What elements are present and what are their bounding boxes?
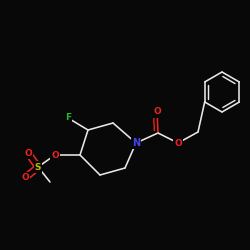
Text: S: S [35, 162, 41, 172]
Text: O: O [21, 174, 29, 182]
Text: N: N [132, 138, 140, 148]
Text: O: O [153, 108, 161, 116]
Text: O: O [24, 148, 32, 158]
Text: F: F [65, 114, 71, 122]
Text: O: O [51, 150, 59, 160]
Text: O: O [174, 138, 182, 147]
